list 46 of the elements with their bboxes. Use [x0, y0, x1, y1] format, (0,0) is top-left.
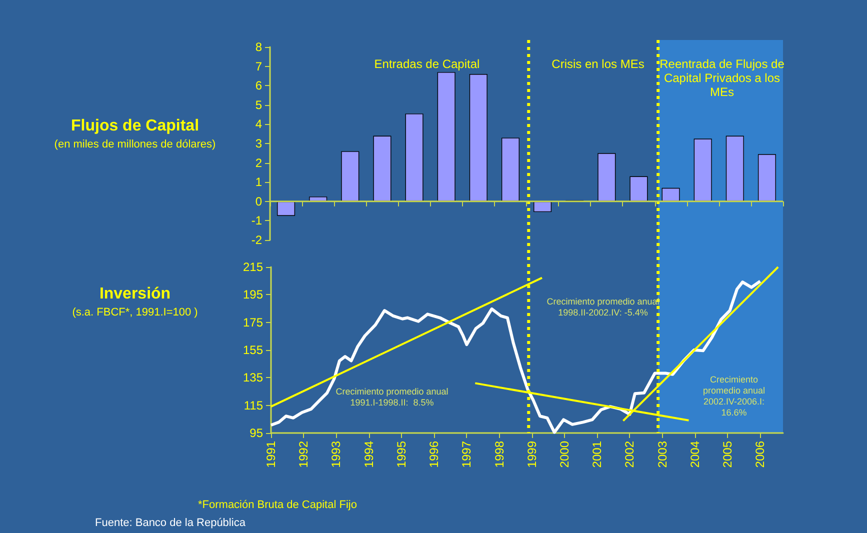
text: (en miles de millones de dólares) [54, 138, 216, 150]
x-tick-label: 1999 [524, 440, 539, 468]
x-tick-label: 1995 [394, 440, 408, 468]
y-tick-label: 195 [242, 288, 264, 302]
y-tick-label: 155 [242, 343, 264, 357]
y-tick-label: 7 [255, 59, 262, 74]
x-tick-label: 2006 [753, 440, 768, 468]
text: Inversión [99, 286, 171, 302]
x-tick-label: 2004 [688, 440, 702, 468]
y-tick-label: 5 [255, 98, 262, 112]
y-tick-label: -1 [251, 214, 262, 228]
x-tick-label: 1994 [362, 440, 376, 468]
x-tick-label: 1996 [427, 440, 442, 468]
x-tick-label: 1992 [296, 440, 311, 468]
x-tick-label: 2002 [622, 440, 637, 468]
x-tick-label: 2003 [655, 440, 670, 468]
x-tick-label: 2001 [590, 440, 604, 468]
annotation: Reentrada de Flujos de Capital Privados a los MEs [660, 57, 785, 99]
y-tick-label: 2 [255, 156, 262, 170]
source-note: Fuente: Banco de la República [95, 517, 246, 529]
y-tick-label: 6 [255, 78, 262, 93]
x-tick-label: 1991 [264, 440, 278, 468]
x-tick-label: 1998 [492, 440, 506, 468]
x-tick-label: 2005 [720, 440, 735, 468]
annotation: Crisis en los MEs [552, 57, 644, 71]
y-tick-label: 215 [242, 260, 264, 274]
text: Flujos de Capital [70, 118, 200, 134]
x-tick-label: 1997 [460, 440, 474, 468]
annotation: Crecimiento promedio anual 1998.II-2002.IV: -5.4% [546, 296, 660, 318]
y-tick-label: -2 [251, 233, 262, 247]
annotation: Crecimiento promedio anual 2002.IV-2006.I: 16.6% [702, 374, 766, 418]
annotation: Crecimiento promedio anual 1991.I-1998.II: 8.5% [336, 386, 448, 408]
y-tick-label: 8 [255, 40, 262, 54]
y-tick-label: 95 [250, 426, 264, 440]
x-tick-label: 1993 [329, 440, 344, 468]
y-tick-label: 4 [255, 117, 262, 132]
annotation: Entradas de Capital [374, 57, 480, 71]
y-tick-label: 115 [244, 398, 264, 412]
x-tick-label: 2000 [558, 440, 572, 468]
y-tick-label: 0 [255, 194, 262, 208]
y-tick-label: 3 [255, 136, 262, 150]
text: (s.a. FBCF*, 1991.I=100 ) [72, 306, 198, 318]
y-tick-label: 135 [242, 370, 264, 385]
text: *Formación Bruta de Capital Fijo [198, 499, 357, 511]
y-tick-label: 175 [242, 315, 264, 330]
y-tick-label: 1 [255, 175, 262, 190]
